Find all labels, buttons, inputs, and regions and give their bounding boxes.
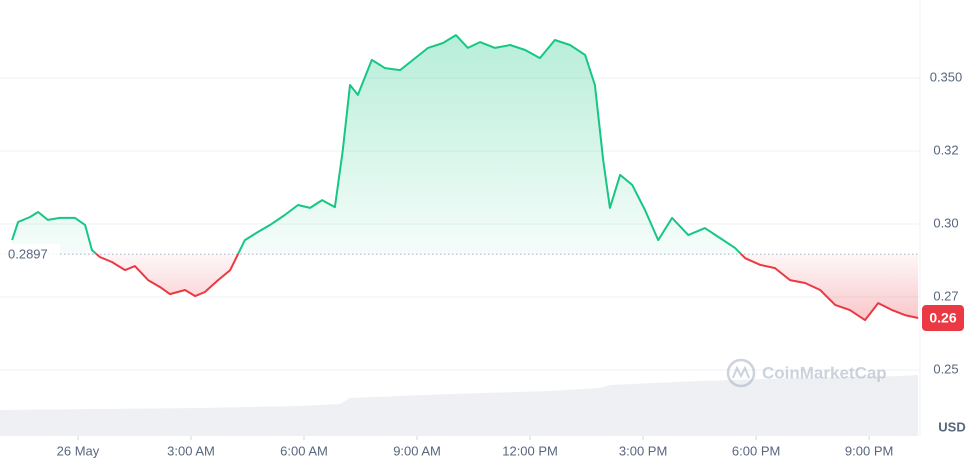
x-tick-label: 3:00 PM bbox=[619, 443, 667, 458]
x-tick-label: 12:00 PM bbox=[502, 443, 558, 458]
current-price-label: 0.26 bbox=[929, 310, 956, 326]
y-tick-label: 0.350 bbox=[930, 69, 963, 84]
y-tick-label: 0.27 bbox=[933, 288, 958, 303]
volume-area bbox=[0, 375, 918, 436]
watermark-logo-mark bbox=[732, 365, 750, 379]
current-price-tag bbox=[922, 305, 964, 332]
y-tick-label: 0.30 bbox=[933, 215, 958, 230]
x-tick-label: 3:00 AM bbox=[167, 443, 215, 458]
watermark: CoinMarketCap bbox=[726, 358, 887, 388]
watermark-text: CoinMarketCap bbox=[762, 363, 887, 382]
baseline-label-bg bbox=[0, 244, 60, 265]
watermark-logo bbox=[726, 358, 756, 388]
x-tick-label: 6:00 AM bbox=[280, 443, 328, 458]
baseline-label: 0.2897 bbox=[8, 247, 48, 262]
y-tick-label: 0.32 bbox=[933, 142, 958, 157]
price-line bbox=[11, 34, 919, 322]
x-tick-label: 6:00 PM bbox=[732, 443, 780, 458]
x-tick-label: 9:00 PM bbox=[845, 443, 893, 458]
price-area bbox=[12, 35, 919, 321]
x-tick-label: 9:00 AM bbox=[393, 443, 441, 458]
y-axis-label: USD bbox=[938, 419, 965, 434]
y-tick-label: 0.25 bbox=[933, 361, 958, 376]
x-tick-label: 26 May bbox=[57, 443, 100, 458]
